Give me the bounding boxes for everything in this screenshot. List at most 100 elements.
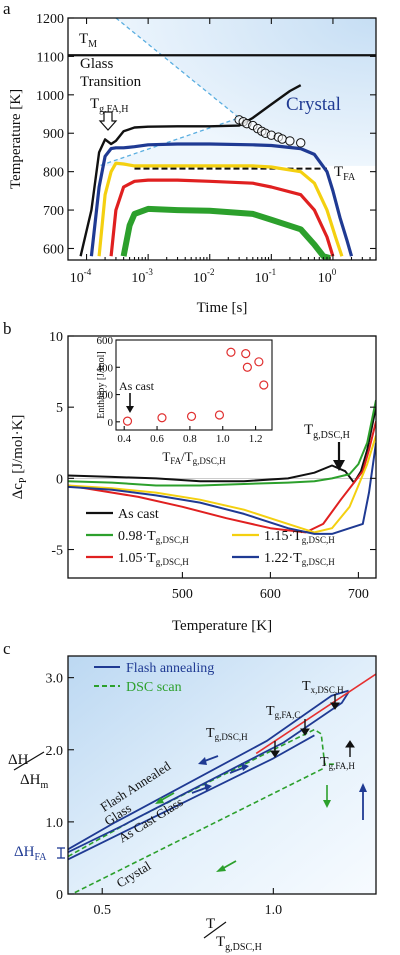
- x-tick-label-c: 1.0: [265, 903, 283, 918]
- y-tick-label-a: 600: [43, 242, 64, 257]
- x-tick-label-a: 10-2: [193, 267, 215, 286]
- direction-arrows-icon: [155, 755, 367, 872]
- x-tick-label-a: 10-1: [255, 267, 277, 286]
- y-tick-label-c: 1.0: [46, 816, 64, 831]
- flash-glass-lower-line: [68, 691, 350, 854]
- panel-a: a 10-4 10-3 10-2 10-1 100 600 700 800 900 1000 110…: [3, 0, 377, 316]
- inset-point: [241, 349, 251, 359]
- tg-arrow-icon: [98, 111, 118, 131]
- transition-label: Transition: [80, 74, 142, 90]
- inset-point: [242, 362, 252, 372]
- panel-b: b 500 600 700 -5 0 5 10 As cast 0.98·Tg,DSC,H …: [3, 319, 377, 634]
- crystallization-point: [296, 138, 306, 148]
- dsc-curve: [68, 728, 335, 858]
- x-tick-label-b: 500: [172, 587, 193, 602]
- y-tick-label-b: -5: [51, 544, 63, 559]
- series-line-b-4: [68, 442, 376, 535]
- tx-dsc-h-label: Tx,DSC,H: [302, 679, 344, 695]
- series-line-a-4: [120, 205, 331, 260]
- y-tick-label-b: 0: [56, 472, 63, 487]
- panel-letter-b: b: [3, 319, 12, 338]
- inset-y-tick-label: 200: [97, 390, 114, 402]
- y-axis-label-b: ΔcP [J/mol·K]: [10, 415, 29, 500]
- series-line-b-0: [68, 406, 376, 484]
- plot-frame-a: [67, 17, 377, 261]
- legend-105: 1.05·Tg,DSC,H: [118, 551, 189, 567]
- tg-dsc-h-label-b: Tg,DSC,H: [304, 422, 350, 441]
- x-tick-label-a: 10-3: [131, 267, 153, 286]
- svg-text:ΔHm: ΔHm: [20, 772, 48, 791]
- series-line-a-0: [79, 84, 302, 257]
- svg-text:T: T: [206, 916, 215, 932]
- dh-fa-bracket-icon: [57, 847, 65, 859]
- series-line-a-1: [89, 142, 354, 257]
- x-tick-label-c: 0.5: [93, 903, 111, 918]
- legend-as-cast: As cast: [118, 507, 159, 522]
- inset-point: [254, 357, 264, 367]
- tg-down-arrow-icon: [333, 442, 345, 471]
- y-tick-label-c: 3.0: [46, 672, 64, 687]
- panel-letter-a: a: [3, 0, 11, 18]
- tg-dsc-h-label-c: Tg,DSC,H: [206, 726, 248, 742]
- y-axis-label-c: ΔH ΔHm: [8, 751, 48, 791]
- plot-frame-b: [67, 335, 377, 579]
- inset-point: [226, 347, 236, 357]
- series-line-b-1: [68, 399, 376, 487]
- inset-point: [157, 413, 167, 423]
- inset-x-tick-label: 1.2: [249, 433, 263, 445]
- tg-fa-h-label: Tg,FA,H: [90, 96, 128, 115]
- crystallization-point: [277, 134, 287, 144]
- x-tick-label-b: 700: [348, 587, 369, 602]
- dh-fa-label: ΔHFA: [14, 844, 47, 863]
- inset-b: 0.4 0.6 0.8 1.0 1.2 0 200 400 600 As cast Enthal…: [96, 335, 273, 466]
- inset-y-tick-label: 400: [97, 362, 114, 374]
- x-axis-label-a: Time [s]: [197, 300, 248, 316]
- legend-b: As cast 0.98·Tg,DSC,H 1.05·Tg,DSC,H 1.15…: [86, 507, 335, 567]
- y-tick-label-c: 0: [56, 888, 63, 903]
- as-cast-glass-line: [68, 734, 315, 861]
- inset-point: [259, 380, 269, 390]
- inset-x-label: TFA/Tg,DSC,H: [162, 449, 226, 466]
- inset-x-tick-label: 0.8: [183, 433, 197, 445]
- y-tick-label-b: 10: [49, 330, 63, 345]
- inset-point: [122, 416, 133, 426]
- inset-y-tick-label: 600: [97, 335, 114, 347]
- y-tick-label-a: 1000: [36, 89, 64, 104]
- legend-115: 1.15·Tg,DSC,H: [264, 529, 335, 545]
- legend-098: 0.98·Tg,DSC,H: [118, 529, 189, 545]
- y-tick-label-a: 1100: [37, 50, 64, 65]
- inset-point: [214, 410, 225, 420]
- inset-as-cast-label: As cast: [119, 379, 155, 393]
- x-axis-label-b: Temperature [K]: [172, 618, 272, 634]
- inset-x-tick-label: 0.6: [150, 433, 164, 445]
- x-axis-label-c: T Tg,DSC,H: [203, 916, 262, 953]
- plot-frame-c: [67, 655, 377, 895]
- y-tick-label-c: 2.0: [46, 744, 64, 759]
- crystal-line: [74, 767, 326, 894]
- y-tick-label-a: 800: [43, 166, 64, 181]
- series-line-a-3: [109, 178, 335, 257]
- tg-fa-c-label: Tg,FA,C: [266, 704, 300, 720]
- glass-label: Glass: [80, 56, 113, 72]
- liquid-line: [255, 673, 376, 755]
- y-axis-label-a: Temperature [K]: [8, 89, 24, 189]
- crystal-label: Crystal: [286, 94, 341, 115]
- marker-arrows-icon: [270, 694, 355, 758]
- y-tick-label-a: 1200: [36, 12, 64, 27]
- tfa-label: TFA: [334, 164, 356, 183]
- crystallization-point: [285, 136, 295, 146]
- tm-label: TM: [79, 31, 97, 50]
- inset-x-tick-label: 0.4: [117, 433, 131, 445]
- tg-fa-h-label-c: Tg,FA,H: [320, 755, 355, 771]
- panel-letter-c: c: [3, 639, 11, 658]
- x-tick-label-a: 100: [318, 267, 337, 286]
- series-line-b-3: [68, 435, 376, 534]
- legend-122: 1.22·Tg,DSC,H: [264, 551, 335, 567]
- inset-y-tick-label: 0: [108, 417, 114, 429]
- svg-text:ΔH: ΔH: [8, 752, 29, 768]
- inset-y-label: Enthalpy [J/mol]: [96, 351, 107, 419]
- inset-as-cast-arrow-icon: [126, 393, 134, 413]
- y-tick-label-a: 900: [43, 127, 64, 142]
- inset-point: [186, 411, 197, 421]
